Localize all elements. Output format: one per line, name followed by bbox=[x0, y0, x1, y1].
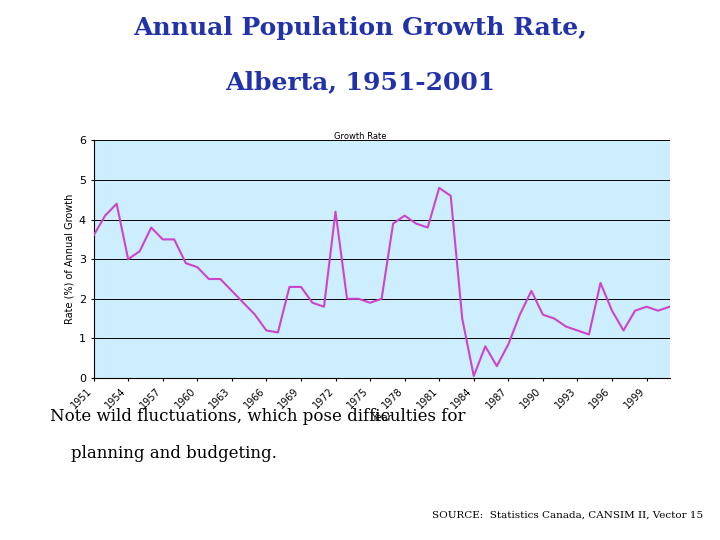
Text: planning and budgeting.: planning and budgeting. bbox=[50, 446, 277, 462]
Text: SOURCE:  Statistics Canada, CANSIM II, Vector 15: SOURCE: Statistics Canada, CANSIM II, Ve… bbox=[432, 510, 703, 519]
Text: Note wild fluctuations, which pose difficulties for: Note wild fluctuations, which pose diffi… bbox=[50, 408, 466, 424]
Y-axis label: Rate (%) of Annual Growth: Rate (%) of Annual Growth bbox=[65, 194, 75, 325]
Text: Alberta, 1951-2001: Alberta, 1951-2001 bbox=[225, 70, 495, 94]
X-axis label: Year: Year bbox=[372, 413, 392, 423]
Text: Growth Rate: Growth Rate bbox=[334, 132, 386, 141]
Text: Annual Population Growth Rate,: Annual Population Growth Rate, bbox=[133, 16, 587, 40]
